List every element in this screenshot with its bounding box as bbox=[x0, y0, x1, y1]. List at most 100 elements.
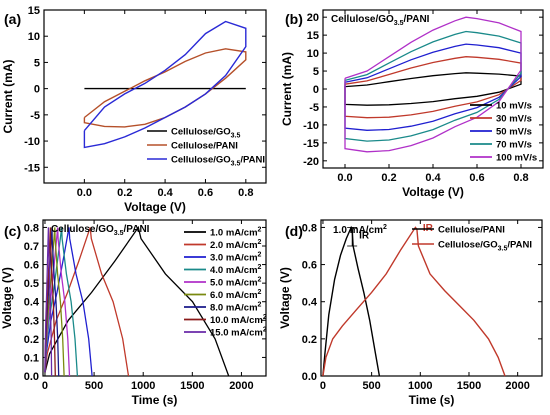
y-tick-label: 5 bbox=[313, 66, 319, 78]
x-tick-label: 0.2 bbox=[381, 172, 396, 184]
panel-annotation: Cellulose/GO3.5/PANI bbox=[331, 14, 430, 27]
y-tick-label: -10 bbox=[24, 136, 40, 148]
x-tick-label: 0.0 bbox=[77, 187, 92, 199]
series-line bbox=[44, 227, 79, 377]
y-tick-label: 0.8 bbox=[302, 222, 317, 234]
x-tick-label: 2000 bbox=[505, 380, 529, 392]
legend-label: 2.0 mA/cm2 bbox=[210, 239, 262, 251]
legend-label: 15.0 mA/cm2 bbox=[210, 327, 267, 339]
y-axis-title: Voltage (V) bbox=[278, 267, 292, 329]
series-line bbox=[44, 227, 130, 377]
x-tick-label: 0.4 bbox=[157, 187, 173, 199]
legend-label: 50 mV/s bbox=[496, 127, 532, 138]
series-line bbox=[83, 20, 247, 149]
legend-label: 8.0 mA/cm2 bbox=[210, 302, 262, 314]
panel-c: 0 500 1000 1500 2000 0.0 0.1 0.2 0.3 0.4 0.5 0.6 0.7… bbox=[0, 219, 267, 407]
series-line bbox=[344, 56, 522, 119]
y-tick-label: -20 bbox=[303, 156, 319, 168]
y-tick-label: 0.0 bbox=[24, 371, 39, 383]
y-axis-title: Voltage (V) bbox=[0, 267, 14, 329]
series-line bbox=[344, 16, 522, 153]
legend-label: Cellulose/PANI bbox=[171, 141, 238, 152]
x-tick-label: 0 bbox=[320, 380, 326, 392]
legend-label: 70 mV/s bbox=[496, 140, 532, 151]
y-tick-label: 20 bbox=[307, 12, 319, 24]
series-line bbox=[322, 225, 381, 377]
x-tick-label: 0.6 bbox=[198, 187, 213, 199]
panel-a: 0.0 0.2 0.4 0.6 0.8 -15 -10 -5 0 5 10 15 Voltage (V)… bbox=[1, 5, 267, 214]
x-tick-label: 1500 bbox=[180, 380, 204, 392]
y-tick-label: -15 bbox=[303, 138, 319, 150]
y-tick-label: 15 bbox=[28, 5, 40, 17]
series-line bbox=[44, 227, 93, 377]
x-tick-label: 0.0 bbox=[337, 172, 352, 184]
y-tick-label: 0.6 bbox=[24, 260, 39, 272]
x-axis-title: Voltage (V) bbox=[402, 185, 464, 199]
legend-label: Cellulose/GO3.5/PANI bbox=[171, 155, 265, 168]
y-tick-label: 0.1 bbox=[24, 352, 39, 364]
x-axis-title: Time (s) bbox=[132, 393, 178, 407]
y-tick-label: 5 bbox=[34, 57, 40, 69]
y-tick-label: 0.2 bbox=[302, 334, 317, 346]
x-tick-label: 1500 bbox=[457, 380, 481, 392]
series-line bbox=[44, 225, 230, 377]
y-tick-label: 0.3 bbox=[24, 315, 39, 327]
series-line bbox=[83, 48, 247, 128]
panel-label: (a) bbox=[4, 11, 21, 27]
panel-label: (c) bbox=[4, 223, 21, 239]
legend-label: Cellulose/GO3.5 bbox=[171, 127, 240, 140]
panel-annotation: Cellulose/GO3.5/PANI bbox=[51, 224, 150, 237]
panel-label: (d) bbox=[285, 223, 303, 239]
ir-label: IR bbox=[359, 231, 370, 242]
legend-label: 6.0 mA/cm2 bbox=[210, 289, 262, 301]
legend-label: 1.0 mA/cm2 bbox=[210, 227, 262, 239]
y-tick-label: 10 bbox=[307, 48, 319, 60]
x-tick-label: 1000 bbox=[131, 380, 155, 392]
y-tick-label: 0.6 bbox=[302, 260, 317, 272]
panel-b: 0.0 0.2 0.4 0.6 0.8 -20 -15 -10 -5 0 5 10 15 20 Voltag… bbox=[280, 9, 544, 199]
series-line bbox=[344, 30, 522, 142]
legend-label: 100 mV/s bbox=[496, 153, 537, 164]
series-line bbox=[44, 227, 53, 377]
plot-frame bbox=[43, 9, 267, 184]
legend-label: 4.0 mA/cm2 bbox=[210, 264, 262, 276]
x-tick-label: 0.4 bbox=[425, 172, 441, 184]
y-tick-label: -15 bbox=[24, 162, 40, 174]
y-tick-label: -5 bbox=[309, 102, 319, 114]
series-line bbox=[344, 72, 522, 106]
y-tick-label: 10 bbox=[28, 31, 40, 43]
x-tick-label: 500 bbox=[85, 380, 103, 392]
x-tick-label: 0.2 bbox=[117, 187, 132, 199]
x-tick-label: 500 bbox=[362, 380, 380, 392]
y-tick-label: -5 bbox=[30, 110, 40, 122]
legend-label: 3.0 mA/cm2 bbox=[210, 252, 262, 264]
x-tick-label: 0.8 bbox=[513, 172, 528, 184]
y-tick-label: 15 bbox=[307, 30, 319, 42]
legend-label: 10 mV/s bbox=[496, 101, 532, 112]
y-tick-label: 0.0 bbox=[302, 371, 317, 383]
y-tick-label: 0.7 bbox=[24, 241, 39, 253]
legend-label: Cellulose/GO3.5/PANI bbox=[438, 240, 532, 253]
x-axis-title: Voltage (V) bbox=[124, 200, 186, 214]
y-tick-label: -10 bbox=[303, 120, 319, 132]
y-tick-label: 0.4 bbox=[302, 297, 318, 309]
y-tick-label: 0 bbox=[34, 84, 40, 96]
y-tick-label: 0.4 bbox=[24, 297, 40, 309]
legend-label: Cellulose/PANI bbox=[438, 225, 505, 236]
panel-label: (b) bbox=[285, 11, 303, 27]
legend-label: 5.0 mA/cm2 bbox=[210, 277, 262, 289]
panel-annotation: 1.0 mA/cm2 bbox=[333, 224, 387, 236]
x-tick-label: 1000 bbox=[408, 380, 432, 392]
x-tick-label: 0.8 bbox=[238, 187, 253, 199]
y-tick-label: 0.8 bbox=[24, 222, 39, 234]
panel-d: 0 500 1000 1500 2000 0.0 0.2 0.4 0.6 0.8 Time (s) V… bbox=[278, 219, 543, 407]
x-tick-label: 0 bbox=[42, 380, 48, 392]
y-tick-label: 0 bbox=[313, 84, 319, 96]
y-axis-title: Current (mA) bbox=[280, 52, 294, 126]
x-axis-title: Time (s) bbox=[409, 393, 455, 407]
plot-frame bbox=[42, 219, 267, 377]
y-axis-title: Current (mA) bbox=[1, 59, 15, 133]
legend-label: 30 mV/s bbox=[496, 114, 532, 125]
legend-label: 10.0 mA/cm2 bbox=[210, 314, 267, 326]
